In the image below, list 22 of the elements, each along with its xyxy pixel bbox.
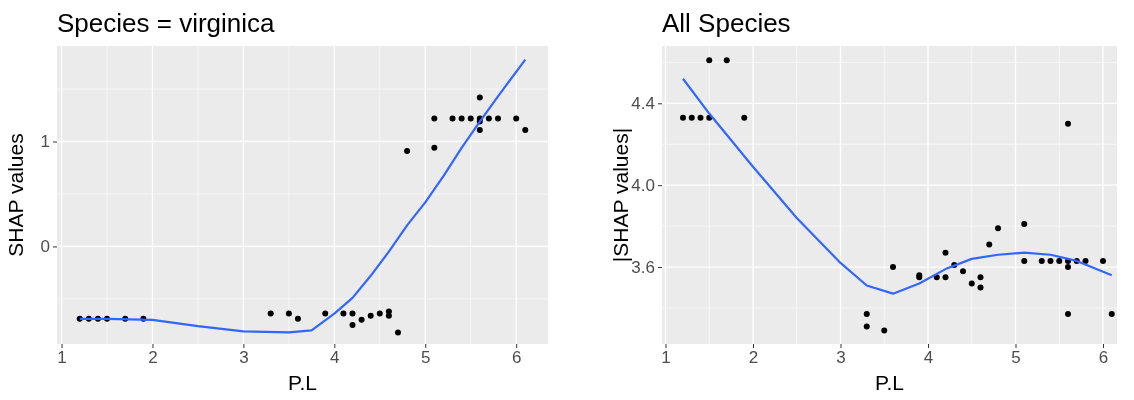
x-tick-label: 4 [923, 348, 934, 368]
y-tick-label: 4.0 [631, 176, 655, 196]
x-tick-label: 5 [421, 348, 431, 368]
x-tick-label: 1 [57, 348, 67, 368]
x-tick-label: 4 [330, 348, 340, 368]
x-tick-label: 5 [1011, 348, 1021, 368]
y-axis-title: SHAP values [4, 133, 27, 257]
x-tick-label: 6 [1098, 348, 1109, 368]
x-axis-title: P.L [288, 371, 317, 394]
x-tick-label: 2 [148, 348, 158, 368]
x-tick-label: 3 [239, 348, 249, 368]
x-axis-title: P.L [875, 371, 904, 394]
x-tick-label: 2 [748, 348, 759, 368]
y-tick-label: 3.6 [631, 257, 655, 277]
x-tick-label: 6 [511, 348, 522, 368]
y-tick-label: 4.4 [631, 94, 655, 114]
y-tick-label: 0 [40, 237, 50, 257]
chart-title: Species = virginica [57, 8, 276, 38]
y-axis-title: |SHAP values| [609, 127, 632, 263]
x-tick-label: 1 [661, 348, 671, 368]
x-tick-label: 3 [836, 348, 846, 368]
chart-title: All Species [662, 8, 791, 38]
